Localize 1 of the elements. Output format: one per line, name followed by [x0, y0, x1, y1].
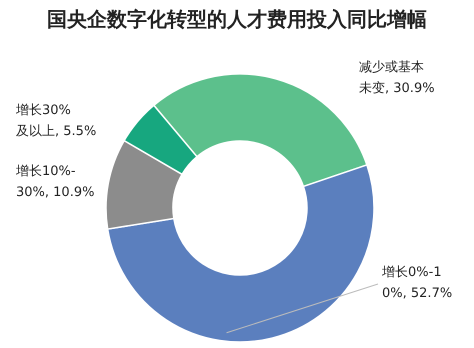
- title: 国央企数字化转型的人才费用投入同比增幅: [46, 6, 428, 33]
